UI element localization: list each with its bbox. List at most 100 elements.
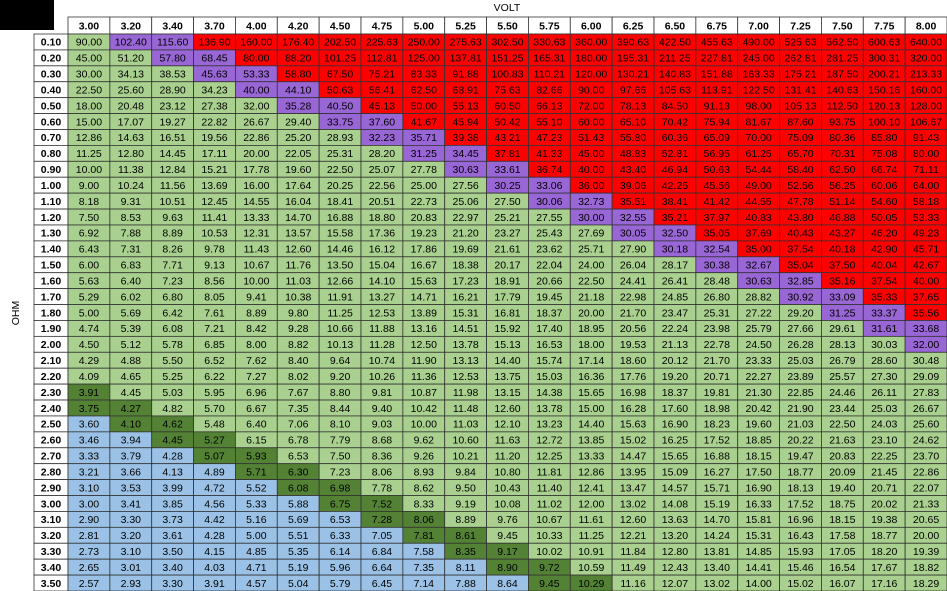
power-value: 11.20 — [495, 451, 521, 463]
row-header: 1.70 — [41, 291, 62, 303]
power-value: 4.50 — [79, 339, 100, 351]
power-value: 48.83 — [620, 148, 646, 160]
power-value: 6.40 — [121, 275, 142, 287]
power-value: 6.45 — [372, 578, 393, 590]
power-value: 6.84 — [372, 546, 393, 558]
power-value: 18.75 — [829, 498, 855, 510]
power-value: 66.13 — [536, 100, 562, 112]
power-value: 4.28 — [204, 530, 225, 542]
power-value: 67.50 — [327, 69, 353, 81]
power-value: 9.45 — [539, 578, 560, 590]
power-value: 29.40 — [285, 116, 311, 128]
power-value: 2.57 — [79, 578, 100, 590]
power-value: 211.25 — [659, 53, 690, 65]
power-value: 40.00 — [913, 275, 939, 287]
power-value: 320.00 — [910, 53, 942, 65]
power-value: 75.09 — [787, 132, 813, 144]
power-value: 10.43 — [494, 482, 520, 494]
power-value: 17.52 — [787, 498, 813, 510]
power-value: 11.36 — [411, 371, 437, 383]
power-value: 128.00 — [910, 100, 942, 112]
power-value: 37.81 — [494, 148, 520, 160]
power-value: 130.21 — [617, 69, 649, 81]
power-value: 5.52 — [246, 482, 267, 494]
power-value: 10.26 — [369, 371, 395, 383]
power-value: 9.31 — [121, 196, 142, 208]
power-value: 18.37 — [662, 387, 688, 399]
power-value: 14.10 — [369, 275, 395, 287]
power-value: 29.61 — [829, 323, 855, 335]
power-value: 43.80 — [787, 212, 813, 224]
power-value: 25.60 — [913, 419, 939, 431]
power-value: 16.25 — [662, 435, 688, 447]
power-value: 17.36 — [369, 228, 395, 240]
row-header: 2.00 — [41, 339, 62, 351]
power-value: 9.40 — [372, 403, 393, 415]
power-value: 16.81 — [494, 307, 520, 319]
power-value: 13.57 — [285, 228, 311, 240]
power-value: 12.31 — [243, 228, 269, 240]
power-value: 13.40 — [704, 562, 730, 574]
power-value: 15.65 — [578, 387, 604, 399]
power-value: 15.00 — [76, 116, 102, 128]
power-value: 525.63 — [784, 37, 816, 49]
power-value: 32.55 — [620, 212, 646, 224]
column-header: 5.25 — [455, 20, 476, 32]
power-value: 3.75 — [79, 403, 100, 415]
power-value: 11.56 — [160, 180, 186, 192]
power-value: 50.63 — [704, 164, 730, 176]
power-value: 34.13 — [118, 69, 144, 81]
power-value: 30.00 — [578, 212, 604, 224]
power-value: 562.50 — [826, 37, 858, 49]
power-value: 40.83 — [746, 212, 772, 224]
power-value: 88.20 — [285, 53, 311, 65]
power-value: 262.81 — [784, 53, 816, 65]
power-value: 12.80 — [118, 148, 144, 160]
power-value: 21.61 — [494, 244, 520, 256]
power-value: 12.00 — [578, 498, 604, 510]
power-value: 3.30 — [162, 578, 183, 590]
power-value: 13.33 — [243, 212, 269, 224]
power-value: 20.83 — [411, 212, 437, 224]
power-value: 10.67 — [243, 260, 269, 272]
power-value: 6.14 — [330, 546, 351, 558]
power-value: 91.88 — [453, 69, 479, 81]
power-value: 23.70 — [913, 451, 939, 463]
row-header: 2.20 — [41, 371, 62, 383]
power-value: 46.94 — [662, 164, 688, 176]
power-value: 22.85 — [787, 387, 813, 399]
row-header: 3.50 — [41, 578, 62, 590]
power-value: 30.25 — [494, 180, 520, 192]
power-value: 9.81 — [372, 387, 393, 399]
power-value: 23.44 — [829, 403, 855, 415]
power-value: 60.00 — [578, 116, 604, 128]
power-value: 6.67 — [246, 403, 267, 415]
power-value: 200.21 — [868, 69, 900, 81]
column-header: 7.50 — [832, 20, 853, 32]
power-value: 40.00 — [578, 164, 604, 176]
row-header: 2.30 — [41, 387, 62, 399]
power-value: 5.48 — [204, 419, 225, 431]
row-header: 1.80 — [41, 307, 62, 319]
power-value: 9.78 — [204, 244, 225, 256]
power-value: 7.21 — [204, 323, 225, 335]
power-value: 18.15 — [746, 451, 772, 463]
power-value: 9.20 — [330, 371, 351, 383]
power-value: 12.45 — [201, 196, 227, 208]
power-value: 22.50 — [76, 84, 102, 96]
power-value: 14.45 — [160, 148, 186, 160]
power-value: 2.73 — [79, 546, 100, 558]
power-value: 21.03 — [787, 419, 813, 431]
column-header: 4.20 — [288, 20, 309, 32]
power-value: 140.63 — [826, 84, 858, 96]
volt-title: VOLT — [494, 2, 521, 14]
power-value: 20.83 — [829, 451, 855, 463]
power-value: 17.78 — [243, 164, 269, 176]
power-value: 20.00 — [243, 148, 269, 160]
power-value: 61.25 — [746, 148, 772, 160]
power-value: 11.41 — [202, 212, 228, 224]
power-value: 7.62 — [246, 355, 267, 367]
power-value: 13.75 — [494, 371, 520, 383]
power-value: 4.57 — [246, 578, 267, 590]
power-value: 110.21 — [534, 69, 565, 81]
